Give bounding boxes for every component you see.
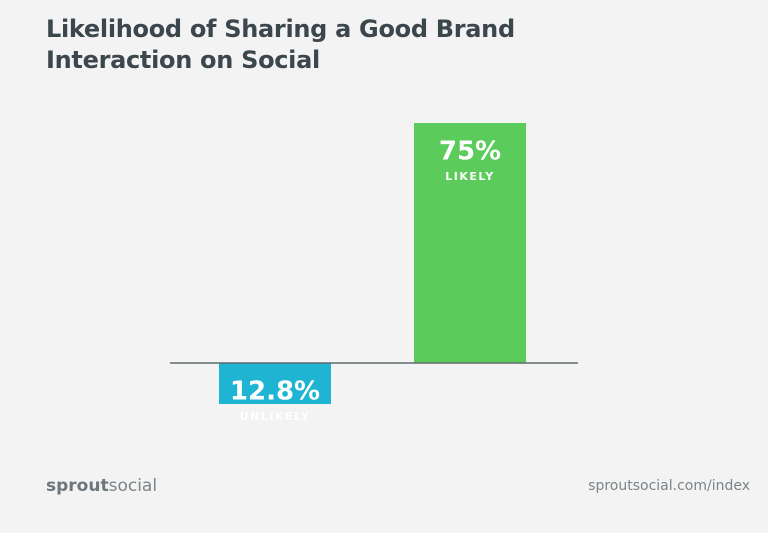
- logo-light: social: [108, 476, 158, 496]
- value-label: 75%: [439, 137, 501, 167]
- bar: [414, 123, 526, 363]
- logo-bold: sprout: [46, 476, 109, 496]
- category-label: LIKELY: [445, 170, 494, 183]
- source: sproutsocial.com/index: [588, 478, 750, 494]
- chart-title: Likelihood of Sharing a Good Brand Inter…: [46, 15, 515, 74]
- logo: sproutsocial: [46, 476, 157, 496]
- value-label: 12.8%: [230, 377, 320, 407]
- category-label: UNLIKELY: [240, 410, 311, 423]
- bar: [219, 363, 331, 404]
